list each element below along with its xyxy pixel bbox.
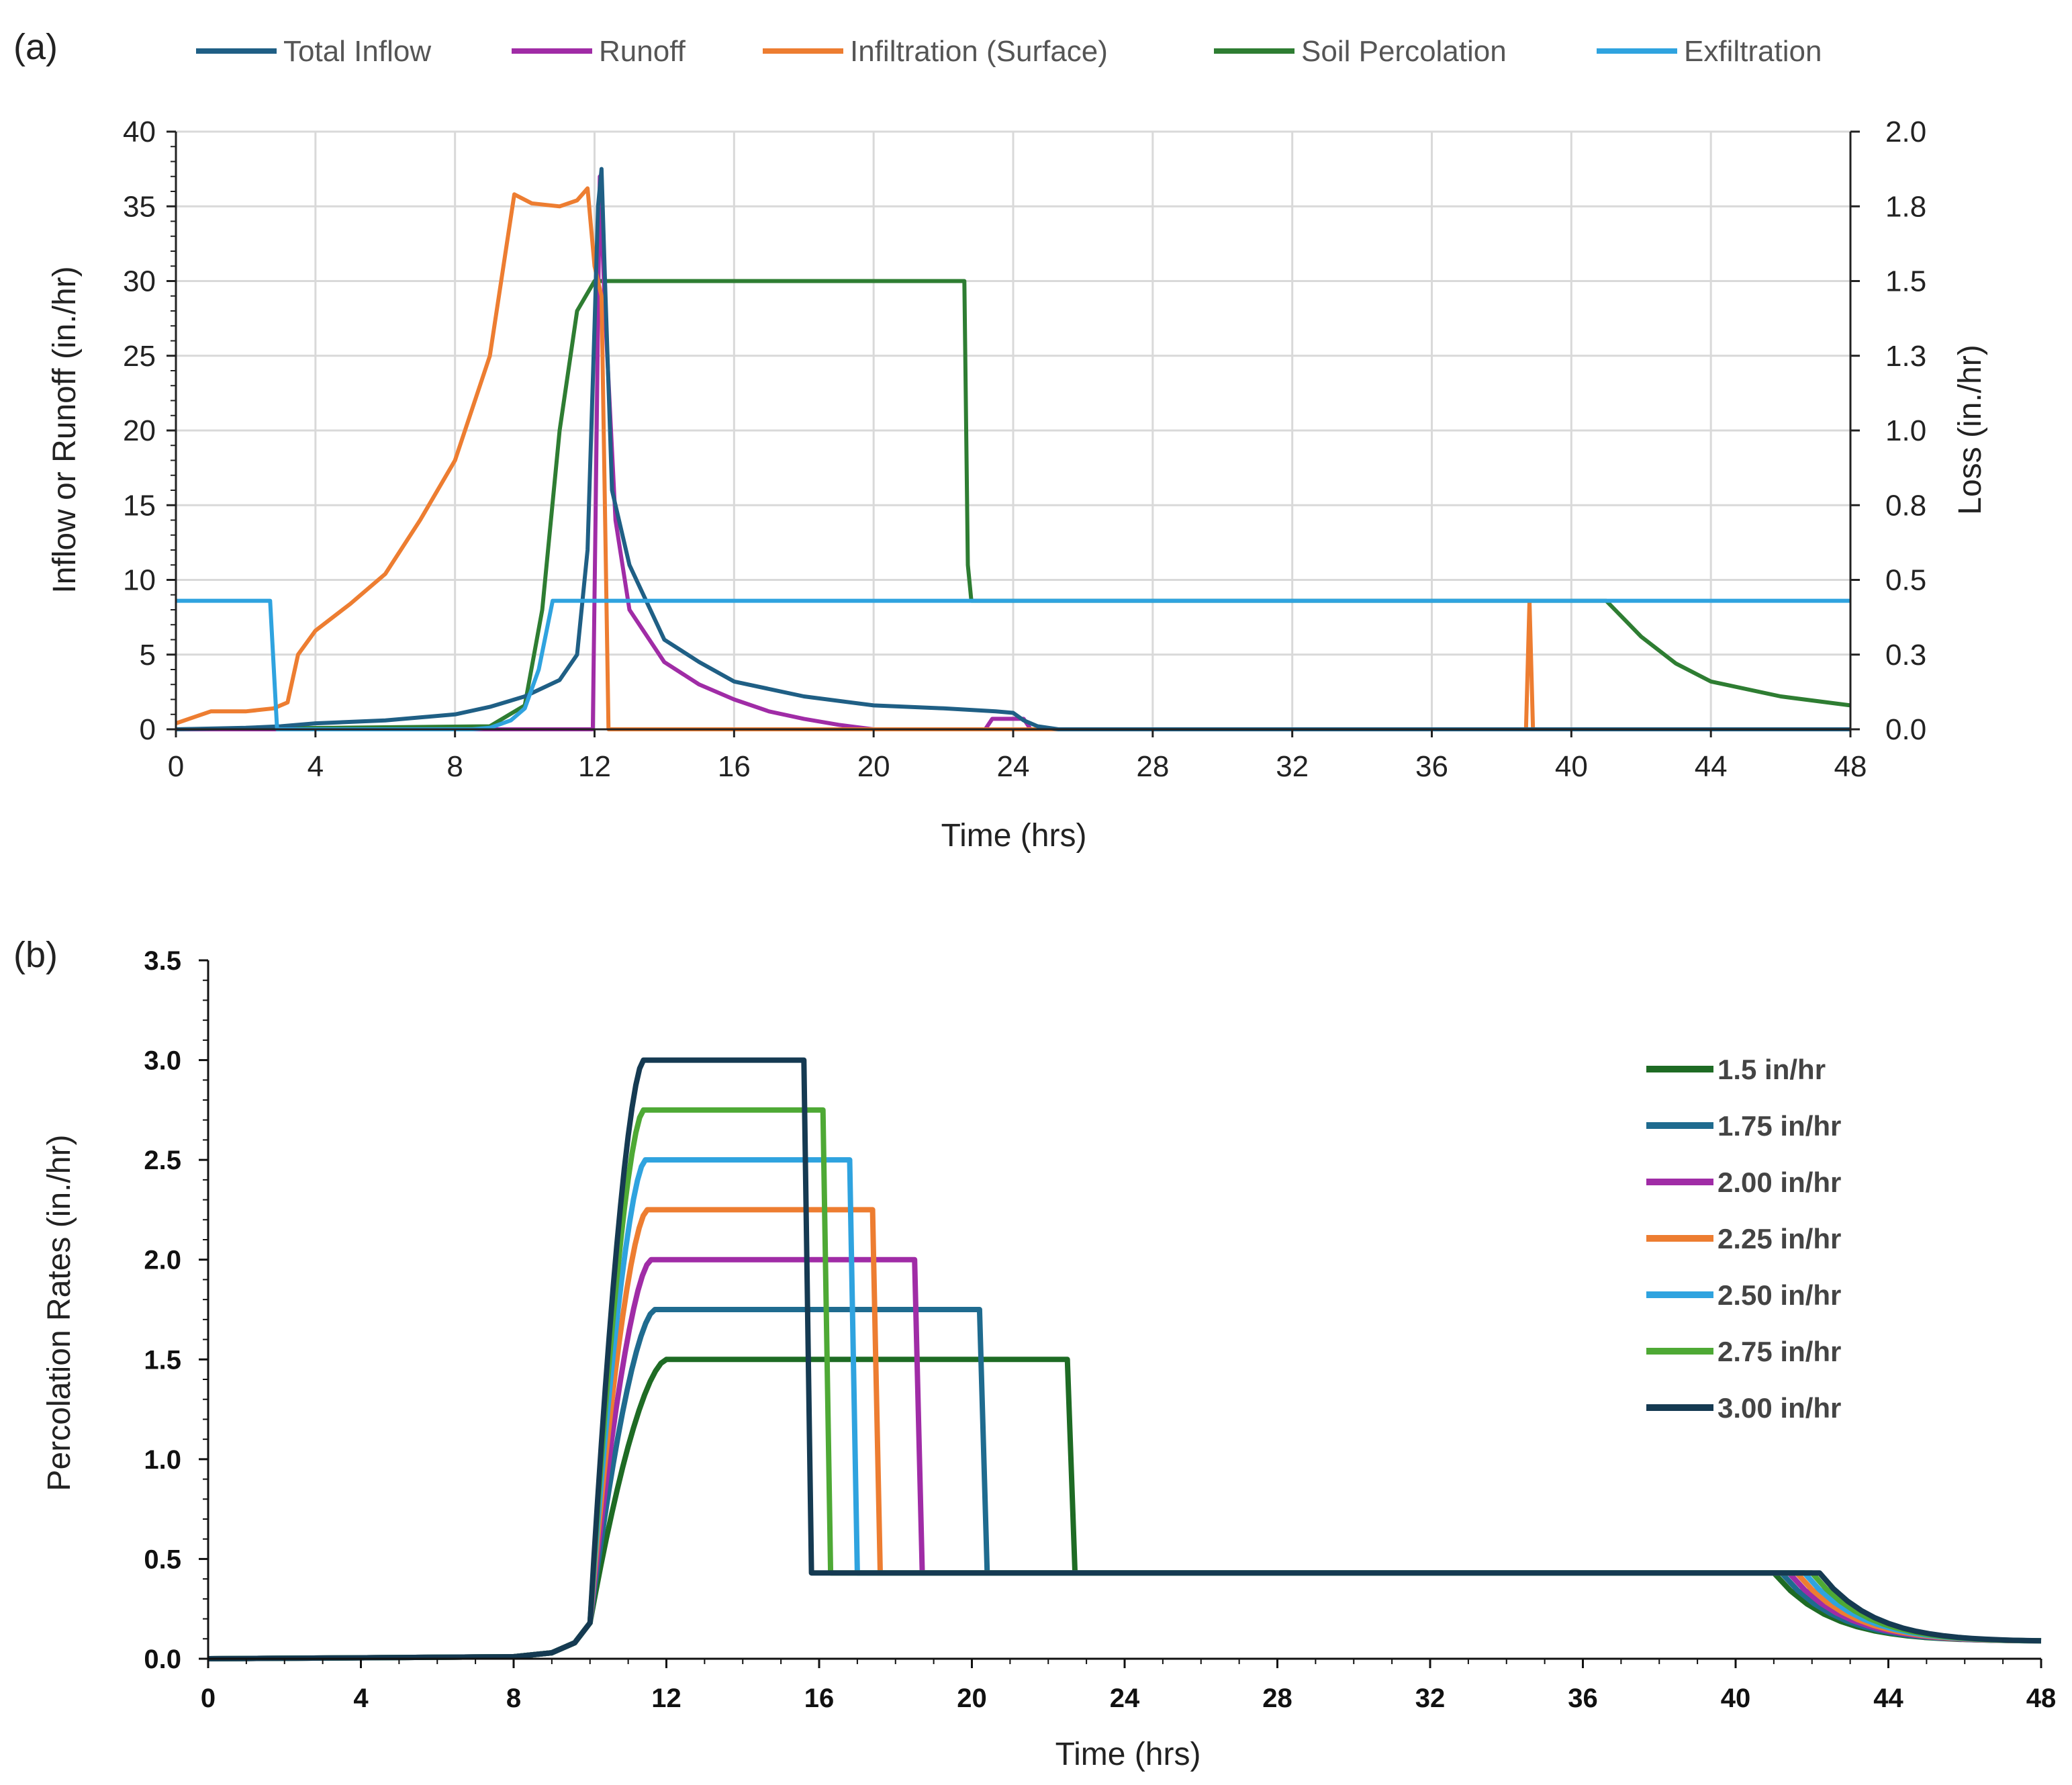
panel-b-x-ticks: 0 4 8 12 16 20 24 28 32 36 40 44 48 <box>201 1684 2056 1713</box>
x-tick-label: 32 <box>1276 750 1309 783</box>
y-tick-label: 5 <box>140 639 156 672</box>
series-line-soil-percolation <box>175 279 1851 731</box>
y-tick-label: 2.0 <box>144 1246 181 1275</box>
x-tick-label: 20 <box>857 750 890 783</box>
x-tick-label: 40 <box>1721 1684 1751 1713</box>
panel-a-label: (a) <box>13 27 58 67</box>
x-tick-label: 24 <box>997 750 1030 783</box>
x-tick-label: 36 <box>1415 750 1448 783</box>
x-tick-label: 44 <box>1695 750 1728 783</box>
panel-a: (a) Total Inflow Runoff Infiltration (Surf… <box>13 27 1988 854</box>
panel-a-legend: Total Inflow Runoff Infiltration (Surface)… <box>196 35 1822 68</box>
y-tick-label: 20 <box>123 414 156 447</box>
legend-label-exfiltration: Exfiltration <box>1684 35 1822 68</box>
panel-a-y-ticks: 0 5 10 15 20 25 30 35 40 <box>123 116 156 746</box>
x-tick-label: 4 <box>353 1684 369 1713</box>
panel-b-y-ticks: 0.0 0.5 1.0 1.5 2.0 2.5 3.0 3.5 <box>144 946 181 1674</box>
legend-label-runoff: Runoff <box>599 35 686 68</box>
legend-label-2-25-in-hr: 2.25 in/hr <box>1717 1223 1841 1254</box>
y-tick-label: 35 <box>123 190 156 223</box>
y-tick-label: 0.0 <box>144 1645 181 1674</box>
legend-label-2-00-in-hr: 2.00 in/hr <box>1717 1166 1841 1198</box>
panel-a-axes <box>167 130 1860 737</box>
panel-a-x-axis-title: Time (hrs) <box>941 818 1087 854</box>
x-tick-label: 16 <box>804 1684 835 1713</box>
legend-label-total-inflow: Total Inflow <box>283 35 431 68</box>
panel-b-legend: 1.5 in/hr 1.75 in/hr 2.00 in/hr 2.25 in/hr 2… <box>1646 1054 1841 1424</box>
y-tick-label: 25 <box>123 340 156 373</box>
legend-label-2-50-in-hr: 2.50 in/hr <box>1717 1279 1841 1311</box>
x-tick-label: 28 <box>1136 750 1169 783</box>
x-tick-label: 20 <box>957 1684 987 1713</box>
y2-tick-label: 0.0 <box>1885 713 1926 746</box>
panel-b: (b) 0 4 8 12 16 20 24 28 32 36 40 44 48 0.00.51.01.5… <box>13 935 2056 1772</box>
x-tick-label: 44 <box>1873 1684 1903 1713</box>
y-tick-label: 3.5 <box>144 946 181 976</box>
y2-tick-label: 0.5 <box>1885 564 1926 597</box>
y2-tick-label: 2.0 <box>1885 116 1926 148</box>
panel-a-y2-ticks: 0.0 0.3 0.5 0.8 1.0 1.3 1.5 1.8 2.0 <box>1885 116 1926 746</box>
series-line-exfiltration <box>176 598 1850 731</box>
x-tick-label: 0 <box>168 750 184 783</box>
panel-a-y-axis-title: Inflow or Runoff (in./hr) <box>47 266 83 593</box>
y2-tick-label: 1.5 <box>1885 265 1926 298</box>
panel-b-axes <box>199 959 2042 1668</box>
panel-b-label: (b) <box>13 935 58 975</box>
y-tick-label: 1.5 <box>144 1345 181 1375</box>
x-tick-label: 24 <box>1110 1684 1140 1713</box>
legend-label-1-75-in-hr: 1.75 in/hr <box>1717 1110 1841 1142</box>
panel-b-y-axis-title: Percolation Rates (in./hr) <box>42 1135 77 1492</box>
x-tick-label: 48 <box>1834 750 1867 783</box>
y-tick-label: 0 <box>140 713 156 746</box>
legend-label-2-75-in-hr: 2.75 in/hr <box>1717 1336 1841 1367</box>
legend-label-infiltration-surface: Infiltration (Surface) <box>850 35 1108 68</box>
x-tick-label: 32 <box>1415 1684 1446 1713</box>
y-tick-label: 15 <box>123 489 156 522</box>
panel-a-y2-axis-title: Loss (in./hr) <box>1952 345 1988 514</box>
x-tick-label: 48 <box>2026 1684 2057 1713</box>
y-tick-label: 0.5 <box>144 1545 181 1574</box>
legend-label-soil-percolation: Soil Percolation <box>1301 35 1507 68</box>
legend-label-3-00-in-hr: 3.00 in/hr <box>1717 1392 1841 1424</box>
y-tick-label: 30 <box>123 265 156 298</box>
y2-tick-label: 1.8 <box>1885 190 1926 223</box>
y-tick-label: 40 <box>123 116 156 148</box>
x-tick-label: 36 <box>1568 1684 1598 1713</box>
x-tick-label: 40 <box>1555 750 1588 783</box>
panel-b-series <box>207 1057 2042 1661</box>
y2-tick-label: 1.3 <box>1885 340 1926 373</box>
y-tick-label: 1.0 <box>144 1445 181 1475</box>
panel-a-x-ticks: 0 4 8 12 16 20 24 28 32 36 40 44 48 <box>168 750 1867 783</box>
x-tick-label: 8 <box>506 1684 521 1713</box>
y-tick-label: 3.0 <box>144 1046 181 1076</box>
panel-b-x-axis-title: Time (hrs) <box>1055 1737 1201 1772</box>
y2-tick-label: 1.0 <box>1885 414 1926 447</box>
series-line-total-inflow <box>175 167 1850 731</box>
x-tick-label: 8 <box>446 750 463 783</box>
y-tick-label: 2.5 <box>144 1146 181 1175</box>
series-line-3-00-in-hr <box>207 1057 2042 1661</box>
legend-label-1-5-in-hr: 1.5 in/hr <box>1717 1054 1826 1085</box>
x-tick-label: 4 <box>308 750 324 783</box>
x-tick-label: 28 <box>1262 1684 1292 1713</box>
x-tick-label: 12 <box>651 1684 681 1713</box>
x-tick-label: 16 <box>718 750 751 783</box>
y-tick-label: 10 <box>123 564 156 597</box>
y2-tick-label: 0.8 <box>1885 489 1926 522</box>
x-tick-label: 12 <box>578 750 611 783</box>
x-tick-label: 0 <box>201 1684 216 1713</box>
y2-tick-label: 0.3 <box>1885 639 1926 672</box>
panel-a-gridlines <box>176 130 1850 729</box>
